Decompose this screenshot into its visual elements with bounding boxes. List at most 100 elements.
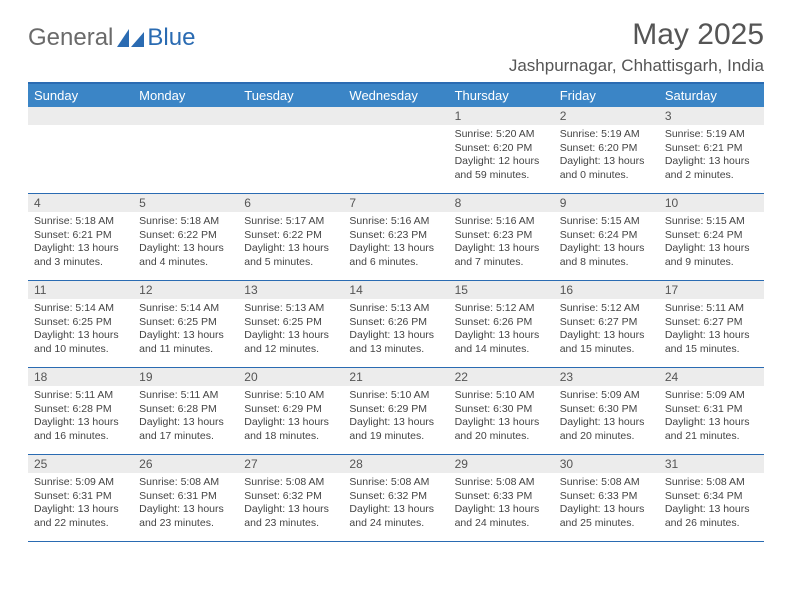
day-cell: 11Sunrise: 5:14 AMSunset: 6:25 PMDayligh… — [28, 281, 133, 367]
sunrise-text: Sunrise: 5:10 AM — [244, 389, 337, 403]
sunrise-text: Sunrise: 5:11 AM — [34, 389, 127, 403]
day-cell: 26Sunrise: 5:08 AMSunset: 6:31 PMDayligh… — [133, 455, 238, 541]
sunset-text: Sunset: 6:33 PM — [455, 490, 548, 504]
day-number: 4 — [28, 194, 133, 212]
day-number: 16 — [554, 281, 659, 299]
day-details: Sunrise: 5:09 AMSunset: 6:30 PMDaylight:… — [554, 386, 659, 448]
sunset-text: Sunset: 6:33 PM — [560, 490, 653, 504]
daylight-text-2: and 15 minutes. — [560, 343, 653, 357]
day-number: 22 — [449, 368, 554, 386]
daylight-text-2: and 4 minutes. — [139, 256, 232, 270]
daylight-text-2: and 6 minutes. — [349, 256, 442, 270]
day-number: 18 — [28, 368, 133, 386]
daylight-text-2: and 59 minutes. — [455, 169, 548, 183]
daylight-text-1: Daylight: 13 hours — [560, 416, 653, 430]
week-row: ....................1Sunrise: 5:20 AMSun… — [28, 107, 764, 194]
daylight-text-2: and 12 minutes. — [244, 343, 337, 357]
daylight-text-1: Daylight: 13 hours — [560, 503, 653, 517]
daylight-text-1: Daylight: 13 hours — [139, 503, 232, 517]
daylight-text-2: and 17 minutes. — [139, 430, 232, 444]
daylight-text-2: and 15 minutes. — [665, 343, 758, 357]
daylight-text-2: and 0 minutes. — [560, 169, 653, 183]
day-details: Sunrise: 5:08 AMSunset: 6:32 PMDaylight:… — [238, 473, 343, 535]
day-details: Sunrise: 5:15 AMSunset: 6:24 PMDaylight:… — [554, 212, 659, 274]
day-cell: 28Sunrise: 5:08 AMSunset: 6:32 PMDayligh… — [343, 455, 448, 541]
sunrise-text: Sunrise: 5:09 AM — [34, 476, 127, 490]
day-number: 20 — [238, 368, 343, 386]
sunset-text: Sunset: 6:26 PM — [455, 316, 548, 330]
daylight-text-2: and 10 minutes. — [34, 343, 127, 357]
sunrise-text: Sunrise: 5:11 AM — [139, 389, 232, 403]
day-number: 1 — [449, 107, 554, 125]
day-details: Sunrise: 5:19 AMSunset: 6:21 PMDaylight:… — [659, 125, 764, 187]
sunset-text: Sunset: 6:31 PM — [34, 490, 127, 504]
sail-icon — [117, 29, 145, 47]
day-cell: ..... — [133, 107, 238, 193]
sunset-text: Sunset: 6:27 PM — [665, 316, 758, 330]
sunrise-text: Sunrise: 5:19 AM — [665, 128, 758, 142]
sunrise-text: Sunrise: 5:20 AM — [455, 128, 548, 142]
month-title: May 2025 — [509, 18, 764, 52]
weekday-header: Monday — [133, 84, 238, 107]
title-block: May 2025 Jashpurnagar, Chhattisgarh, Ind… — [509, 18, 764, 76]
weekday-header-row: SundayMondayTuesdayWednesdayThursdayFrid… — [28, 84, 764, 107]
sunrise-text: Sunrise: 5:08 AM — [349, 476, 442, 490]
sunrise-text: Sunrise: 5:16 AM — [349, 215, 442, 229]
daylight-text-2: and 20 minutes. — [455, 430, 548, 444]
daylight-text-1: Daylight: 12 hours — [455, 155, 548, 169]
day-cell: 25Sunrise: 5:09 AMSunset: 6:31 PMDayligh… — [28, 455, 133, 541]
sunrise-text: Sunrise: 5:17 AM — [244, 215, 337, 229]
day-details: Sunrise: 5:16 AMSunset: 6:23 PMDaylight:… — [449, 212, 554, 274]
daylight-text-1: Daylight: 13 hours — [34, 242, 127, 256]
day-number: 5 — [133, 194, 238, 212]
day-number: 31 — [659, 455, 764, 473]
day-cell: 17Sunrise: 5:11 AMSunset: 6:27 PMDayligh… — [659, 281, 764, 367]
day-number: 6 — [238, 194, 343, 212]
sunrise-text: Sunrise: 5:08 AM — [244, 476, 337, 490]
sunset-text: Sunset: 6:31 PM — [665, 403, 758, 417]
day-cell: 15Sunrise: 5:12 AMSunset: 6:26 PMDayligh… — [449, 281, 554, 367]
day-cell: 27Sunrise: 5:08 AMSunset: 6:32 PMDayligh… — [238, 455, 343, 541]
daylight-text-2: and 19 minutes. — [349, 430, 442, 444]
daylight-text-2: and 13 minutes. — [349, 343, 442, 357]
daylight-text-1: Daylight: 13 hours — [560, 329, 653, 343]
day-cell: 29Sunrise: 5:08 AMSunset: 6:33 PMDayligh… — [449, 455, 554, 541]
weekday-header: Sunday — [28, 84, 133, 107]
day-number: 25 — [28, 455, 133, 473]
day-details: Sunrise: 5:13 AMSunset: 6:25 PMDaylight:… — [238, 299, 343, 361]
weekday-header: Friday — [554, 84, 659, 107]
daylight-text-2: and 14 minutes. — [455, 343, 548, 357]
day-number: 15 — [449, 281, 554, 299]
day-number: 21 — [343, 368, 448, 386]
sunset-text: Sunset: 6:28 PM — [34, 403, 127, 417]
sunrise-text: Sunrise: 5:08 AM — [139, 476, 232, 490]
day-number: 3 — [659, 107, 764, 125]
day-details: Sunrise: 5:11 AMSunset: 6:28 PMDaylight:… — [28, 386, 133, 448]
day-cell: 7Sunrise: 5:16 AMSunset: 6:23 PMDaylight… — [343, 194, 448, 280]
calendar-page: General Blue May 2025 Jashpurnagar, Chha… — [0, 0, 792, 542]
sunset-text: Sunset: 6:25 PM — [139, 316, 232, 330]
daylight-text-1: Daylight: 13 hours — [244, 416, 337, 430]
daylight-text-1: Daylight: 13 hours — [665, 329, 758, 343]
sunrise-text: Sunrise: 5:11 AM — [665, 302, 758, 316]
day-cell: 14Sunrise: 5:13 AMSunset: 6:26 PMDayligh… — [343, 281, 448, 367]
daylight-text-2: and 20 minutes. — [560, 430, 653, 444]
day-cell: 9Sunrise: 5:15 AMSunset: 6:24 PMDaylight… — [554, 194, 659, 280]
sunrise-text: Sunrise: 5:18 AM — [139, 215, 232, 229]
day-number: 29 — [449, 455, 554, 473]
daylight-text-1: Daylight: 13 hours — [455, 329, 548, 343]
day-details: Sunrise: 5:08 AMSunset: 6:32 PMDaylight:… — [343, 473, 448, 535]
day-number: . — [133, 107, 238, 125]
daylight-text-2: and 25 minutes. — [560, 517, 653, 531]
day-details: Sunrise: 5:12 AMSunset: 6:26 PMDaylight:… — [449, 299, 554, 361]
sunrise-text: Sunrise: 5:09 AM — [665, 389, 758, 403]
sunset-text: Sunset: 6:32 PM — [244, 490, 337, 504]
daylight-text-2: and 24 minutes. — [455, 517, 548, 531]
sunset-text: Sunset: 6:20 PM — [560, 142, 653, 156]
sunset-text: Sunset: 6:29 PM — [244, 403, 337, 417]
sunset-text: Sunset: 6:24 PM — [560, 229, 653, 243]
daylight-text-1: Daylight: 13 hours — [34, 329, 127, 343]
sunset-text: Sunset: 6:27 PM — [560, 316, 653, 330]
daylight-text-1: Daylight: 13 hours — [34, 416, 127, 430]
day-details: Sunrise: 5:14 AMSunset: 6:25 PMDaylight:… — [133, 299, 238, 361]
